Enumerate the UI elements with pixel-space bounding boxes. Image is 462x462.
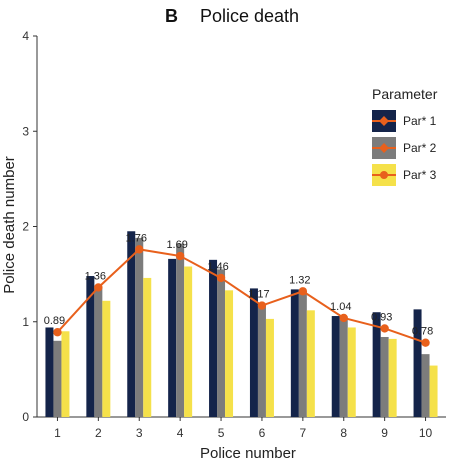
bar-par3 (388, 338, 397, 417)
legend-item-par2-label: Par* 2 (403, 141, 437, 155)
bar-par1 (45, 327, 54, 417)
x-tick-label: 5 (218, 426, 225, 440)
plot-area: 0 1 2 3 4 1 2 3 4 5 6 7 8 9 10 0.89 1.36 1.76 1.69 1.46 1.17… (22, 29, 446, 440)
data-label: 1.04 (330, 301, 351, 313)
data-label: 1.69 (166, 239, 187, 251)
bar-par2 (176, 243, 185, 417)
point-par3 (298, 287, 308, 296)
point-par3 (380, 324, 389, 333)
data-label: 1.17 (248, 289, 269, 301)
data-label: 1.46 (207, 261, 228, 273)
point-par3 (53, 328, 62, 337)
bar-par3 (429, 365, 438, 417)
bar-par1 (413, 309, 422, 417)
y-tick-label: 3 (22, 124, 29, 138)
bar-par1 (331, 316, 340, 417)
bar-par2 (298, 291, 307, 417)
bar-par1 (209, 259, 218, 417)
y-tick-label: 2 (22, 220, 29, 234)
point-par3 (257, 301, 267, 310)
bar-par3 (184, 266, 193, 417)
bar-par1 (249, 288, 258, 417)
bar-par1 (372, 312, 381, 417)
point-par3 (94, 283, 103, 292)
legend-item-par2-marker (379, 143, 389, 153)
x-tick-label: 6 (259, 426, 266, 440)
bar-par3 (61, 331, 70, 417)
x-tick-label: 2 (95, 426, 102, 440)
bar-par2 (94, 287, 103, 417)
legend-item-par3-marker (380, 171, 388, 179)
bar-par2 (217, 269, 226, 417)
data-label: 1.36 (85, 270, 106, 282)
data-label: 0.89 (44, 315, 65, 327)
data-label: 1.32 (289, 274, 310, 286)
x-tick-label: 3 (136, 426, 143, 440)
panel-letter: B (165, 6, 178, 26)
point-par3 (175, 251, 185, 261)
data-label: 0.93 (371, 311, 392, 323)
bar-par1 (290, 289, 299, 417)
bar-par2 (135, 237, 144, 417)
legend-item-par1-label: Par* 1 (403, 114, 437, 128)
legend: Parameter Par* 1 Par* 2 Par* 3 (372, 86, 438, 186)
x-tick-label: 4 (177, 426, 184, 440)
bar-par3 (102, 300, 111, 417)
bar-par3 (265, 318, 274, 417)
x-tick-label: 7 (300, 426, 307, 440)
line-par3 (56, 248, 426, 344)
x-tick-label: 1 (54, 426, 61, 440)
bar-par3 (347, 327, 356, 417)
bar-par2 (53, 340, 62, 417)
y-tick-label: 1 (22, 315, 29, 329)
x-tick-label: 10 (419, 426, 433, 440)
bar-par2 (339, 319, 348, 417)
bar-par1 (86, 276, 95, 417)
x-tick-label: 9 (381, 426, 388, 440)
bar-par3 (225, 290, 234, 417)
y-tick-label: 4 (22, 29, 29, 43)
chart-title: Police death (200, 6, 299, 26)
bar-par2 (380, 336, 389, 417)
bar-par1 (127, 231, 136, 417)
bar-par2 (257, 305, 266, 417)
legend-title: Parameter (372, 86, 438, 102)
data-label: 0.78 (412, 326, 433, 338)
point-par3 (339, 313, 348, 323)
y-tick-label: 0 (22, 410, 29, 424)
bar-par2 (421, 354, 430, 417)
x-tick-label: 8 (340, 426, 347, 440)
y-axis-title: Police death number (1, 156, 18, 294)
point-par3 (216, 273, 226, 283)
point-par3 (135, 245, 144, 254)
data-label: 1.76 (126, 232, 147, 244)
bar-par3 (306, 310, 315, 417)
bar-par1 (168, 258, 177, 417)
legend-item-par3-label: Par* 3 (403, 168, 437, 182)
bar-par3 (143, 277, 152, 417)
point-par3 (421, 338, 430, 347)
x-axis-title: Police number (200, 445, 296, 462)
